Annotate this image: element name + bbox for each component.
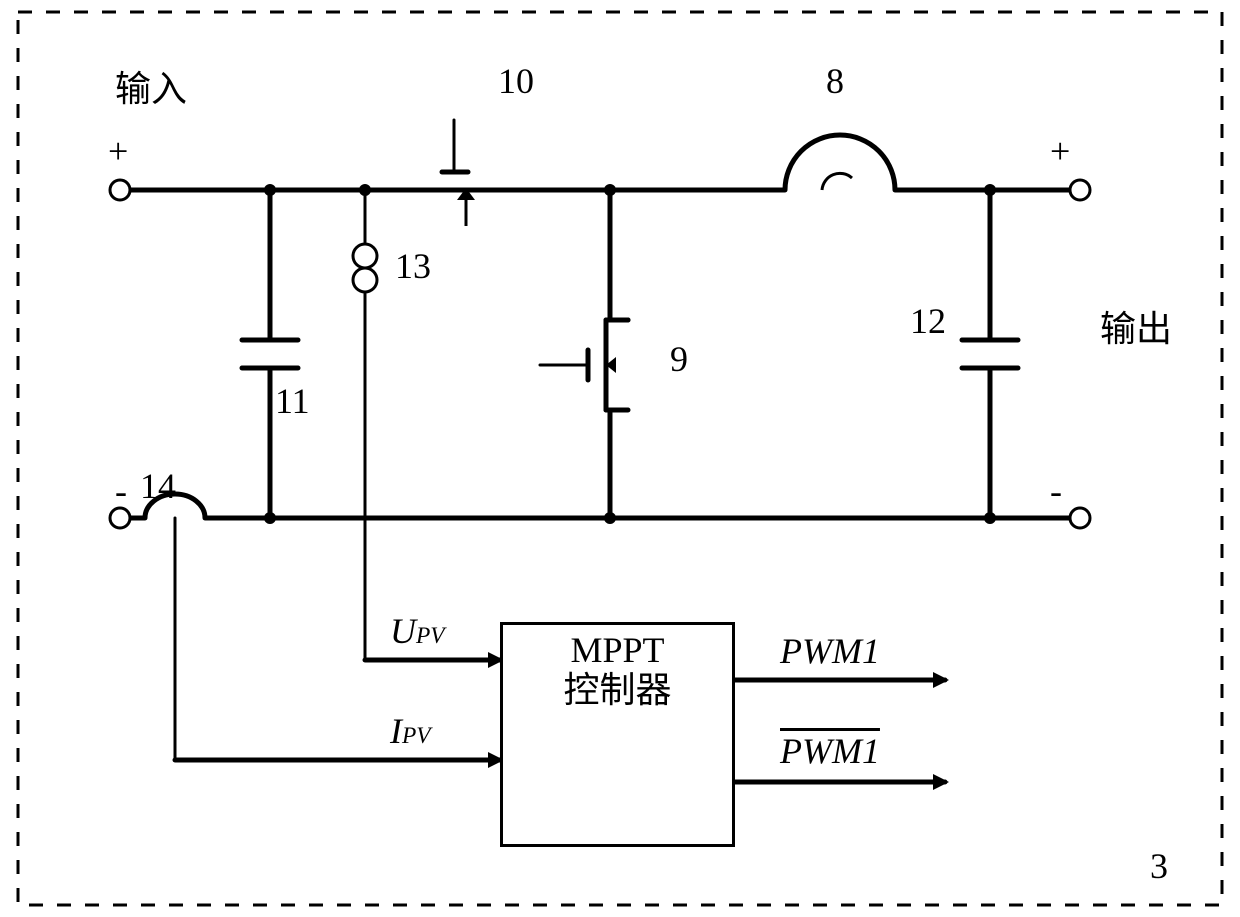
label-3: 3 — [1150, 845, 1168, 887]
plus-in: + — [108, 130, 128, 172]
label-13: 13 — [395, 245, 431, 287]
label-10: 10 — [498, 60, 534, 102]
label-input: 输入 — [115, 60, 187, 112]
label-9: 9 — [670, 338, 688, 380]
label-pwm1: PWM1 — [780, 630, 880, 672]
label-pwm1-bar: PWM1 — [780, 730, 880, 772]
label-14: 14 — [140, 465, 176, 507]
plus-out: + — [1050, 130, 1070, 172]
label-ipv: IPV — [390, 710, 431, 752]
minus-in: - — [115, 470, 127, 512]
controller-line1: MPPT — [503, 631, 732, 671]
label-upv: UPV — [390, 610, 445, 652]
label-8: 8 — [826, 60, 844, 102]
controller-line2: 控制器 — [503, 671, 732, 711]
label-12: 12 — [910, 300, 946, 342]
diagram-canvas: 输入 输出 10 8 13 11 12 9 14 15 3 + + - - UP… — [0, 0, 1240, 917]
mppt-controller: MPPT 控制器 — [500, 622, 735, 847]
label-11: 11 — [275, 380, 310, 422]
minus-out: - — [1050, 470, 1062, 512]
label-output: 输出 — [1100, 300, 1172, 352]
